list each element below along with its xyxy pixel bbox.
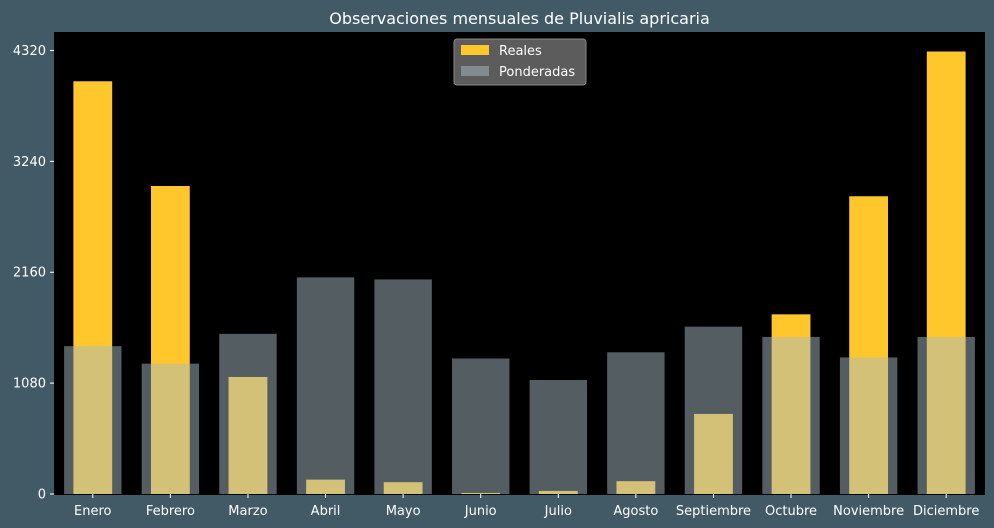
bar-ponderadas-2 — [219, 333, 277, 494]
plot-area — [54, 32, 985, 495]
bar-ponderadas-1 — [141, 363, 200, 494]
series-ponderadas-bars — [64, 277, 975, 494]
x-tick-label: Abril — [311, 504, 341, 519]
x-tick-label: Noviembre — [833, 504, 904, 519]
bar-ponderadas-9 — [762, 336, 820, 494]
bar-ponderadas-11 — [917, 336, 975, 494]
legend: Reales Ponderadas — [453, 38, 587, 86]
x-tick-label: Octubre — [765, 504, 817, 519]
bar-ponderadas-8 — [684, 326, 743, 494]
x-tick-label: Marzo — [228, 504, 267, 519]
bar-ponderadas-10 — [839, 357, 898, 494]
x-tick-label: Febrero — [146, 504, 195, 519]
bar-ponderadas-7 — [607, 352, 665, 494]
bar-ponderadas-3 — [296, 277, 355, 494]
x-tick-label: Agosto — [613, 504, 658, 519]
x-tick-label: Diciembre — [913, 504, 979, 519]
bar-ponderadas-5 — [452, 358, 510, 494]
x-tick-label: Julio — [544, 504, 572, 519]
bar-ponderadas-6 — [529, 380, 587, 494]
legend-label-ponderadas: Ponderadas — [499, 65, 575, 80]
y-tick-label: 2160 — [13, 266, 46, 281]
x-tick-label: Septiembre — [676, 504, 751, 519]
y-tick-label: 0 — [38, 488, 46, 503]
y-tick-label: 4320 — [13, 44, 46, 59]
chart-title: Observaciones mensuales de Pluvialis apr… — [329, 9, 710, 28]
y-axis: 0 1080 2160 3240 4320 — [13, 44, 54, 503]
y-tick-label: 1080 — [13, 377, 46, 392]
legend-swatch-reales — [461, 45, 489, 55]
x-tick-label: Enero — [74, 504, 112, 519]
bar-ponderadas-4 — [374, 279, 432, 494]
legend-swatch-ponderadas — [461, 66, 489, 76]
x-axis: Enero Febrero Marzo Abril Mayo Junio Julio Agos… — [74, 494, 979, 519]
legend-label-reales: Reales — [499, 44, 542, 59]
x-tick-label: Junio — [464, 504, 497, 519]
x-tick-label: Mayo — [386, 504, 421, 519]
bar-ponderadas-0 — [64, 346, 122, 494]
y-tick-label: 3240 — [13, 155, 46, 170]
